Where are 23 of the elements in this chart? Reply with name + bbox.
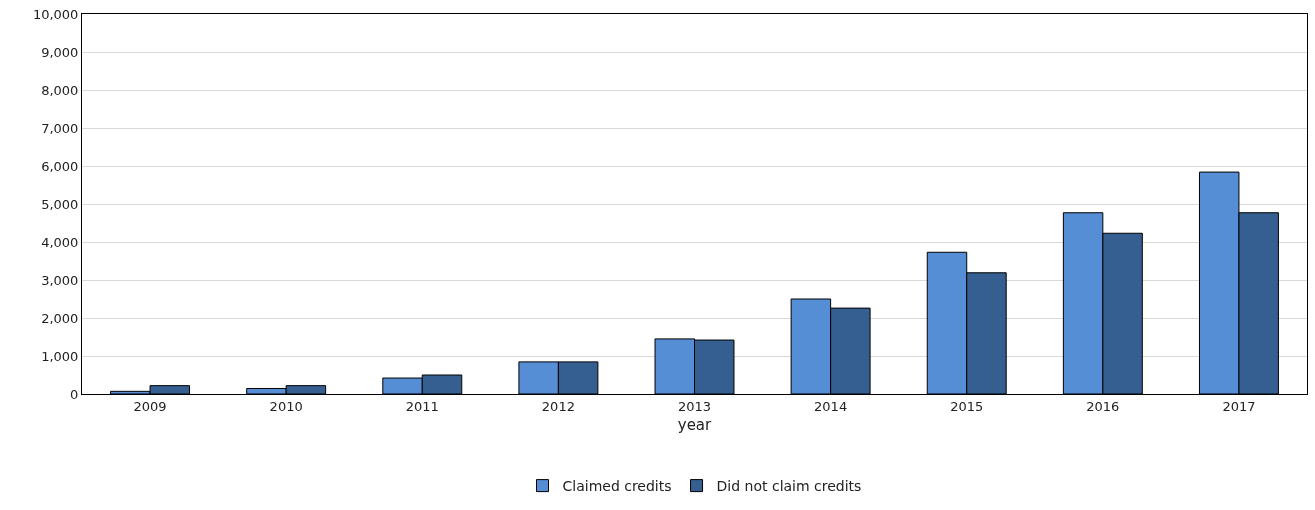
x-tick-label: 2016 <box>1086 398 1120 414</box>
y-tick-label: 3,000 <box>41 272 79 288</box>
y-tick-label: 9,000 <box>41 44 79 60</box>
y-tick-label: 1,000 <box>41 348 79 364</box>
y-tick-label: 8,000 <box>41 82 79 98</box>
x-tick-label: 2009 <box>133 398 167 414</box>
y-tick-label: 10,000 <box>32 6 79 22</box>
x-tick-label: 2013 <box>677 398 712 414</box>
x-tick-label: 2010 <box>269 398 303 414</box>
legend-label: Did not claim credits <box>716 478 862 495</box>
y-tick-label: 0 <box>70 386 79 402</box>
y-tick-label: 7,000 <box>41 120 79 136</box>
y-tick-label: 6,000 <box>41 158 79 174</box>
x-tick-label: 2017 <box>1222 398 1256 414</box>
x-tick-label: 2015 <box>950 398 984 414</box>
legend-label: Claimed credits <box>562 478 672 495</box>
x-tick-label: 2011 <box>405 398 439 414</box>
y-tick-label: 4,000 <box>41 234 79 250</box>
y-tick-label: 5,000 <box>41 196 79 212</box>
x-tick-label: 2014 <box>814 398 848 414</box>
y-tick-label: 2,000 <box>41 310 79 326</box>
x-axis-title: year <box>677 415 713 434</box>
x-tick-label: 2012 <box>541 398 575 414</box>
